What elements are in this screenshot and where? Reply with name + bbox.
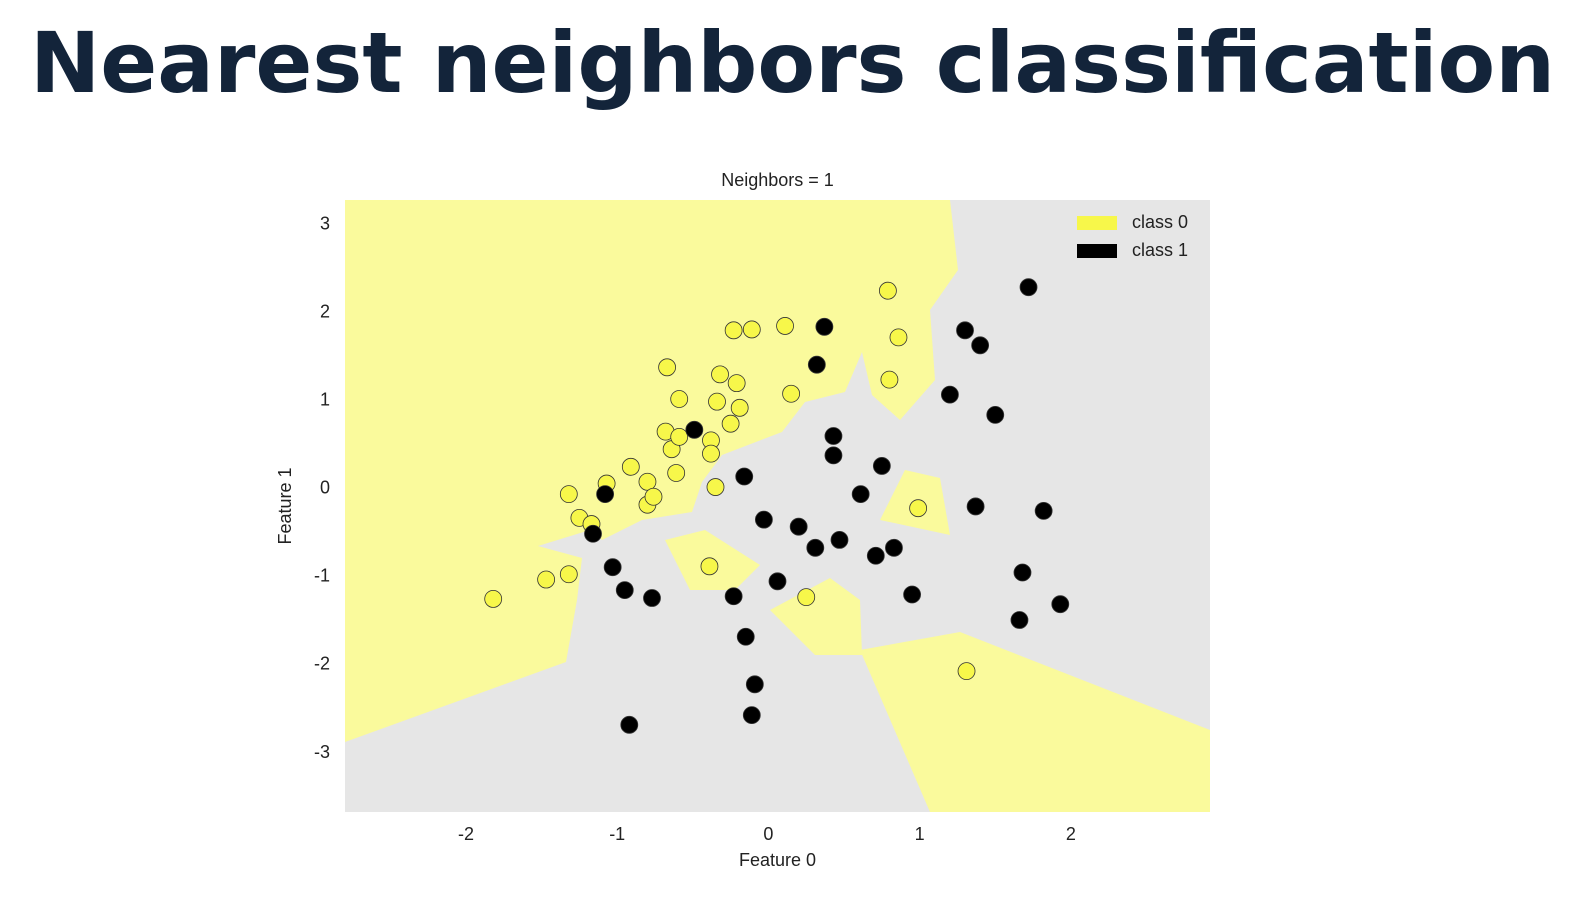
data-point [735,467,754,486]
y-tick-label: 3 [320,213,330,233]
data-point [670,427,689,446]
data-point [742,706,761,725]
data-point [885,538,903,557]
legend-label: class 0 [1132,212,1188,232]
data-point [754,510,773,529]
data-point [621,457,640,476]
legend-swatch [1077,244,1117,258]
data-point [685,420,704,439]
region [860,632,1210,812]
data-point [1010,611,1029,629]
data-point [603,558,622,577]
data-point [1013,563,1032,582]
data-point [742,320,761,339]
y-tick-label: 0 [320,478,330,498]
data-point [880,370,899,389]
data-point [736,627,755,646]
data-point [596,485,615,504]
data-point [776,317,794,335]
data-point [986,405,1005,424]
data-point [1019,278,1038,297]
data-point [815,317,834,336]
data-point [966,497,985,516]
data-point [615,581,634,599]
y-tick-label: 2 [320,301,330,321]
legend-label: class 1 [1132,240,1188,260]
data-point [584,524,602,543]
x-axis-label: Feature 0 [739,850,816,870]
data-point [700,557,719,576]
y-tick-label: -2 [314,654,330,674]
data-point [957,662,976,681]
data-point [537,570,556,589]
x-tick-label: -1 [609,824,625,844]
data-point [768,572,787,591]
slide-title: Nearest neighbors classification (k=1) [30,14,1570,112]
data-point [789,517,808,536]
data-point [851,485,870,504]
x-tick-label: -2 [458,824,474,844]
x-tick-label: 0 [763,824,773,844]
data-point [940,385,959,404]
data-point [745,675,764,694]
decision-regions [345,200,1210,812]
data-point [866,546,885,565]
data-point [797,588,816,607]
data-point [559,565,578,584]
data-point [667,464,686,482]
data-point [830,531,849,549]
data-point [721,414,740,433]
data-point [711,365,729,384]
data-point [971,336,990,355]
region [808,285,862,355]
x-tick-label: 2 [1066,824,1076,844]
data-point [806,538,825,557]
data-point [724,587,743,606]
y-axis-label: Feature 1 [275,467,295,544]
data-point [727,374,746,393]
y-tick-label: 1 [320,390,330,410]
data-point [903,585,921,604]
legend-swatch [1077,216,1117,230]
y-tick-label: -1 [314,566,330,586]
data-point [706,478,725,496]
data-point [872,457,891,475]
data-point [807,355,826,374]
data-point [1034,501,1053,520]
data-point [620,715,639,734]
data-point [643,589,661,607]
data-point [889,328,908,347]
data-point [484,590,503,608]
data-point [644,487,663,506]
region [770,578,862,655]
data-point [724,321,743,340]
region [345,200,958,742]
data-point [730,398,749,417]
data-point [1051,595,1070,614]
data-point [824,427,843,445]
data-point [909,499,928,518]
data-point [956,321,974,340]
data-point [708,392,726,411]
data-point [559,485,578,504]
data-point [670,390,689,408]
data-point [782,384,801,403]
x-tick-label: 1 [915,824,925,844]
data-point [638,472,657,491]
data-point [824,446,843,465]
chart-title: Neighbors = 1 [721,170,834,190]
data-point [702,444,720,463]
y-tick-label: -3 [314,742,330,762]
data-point [658,358,677,377]
data-point [878,281,897,300]
